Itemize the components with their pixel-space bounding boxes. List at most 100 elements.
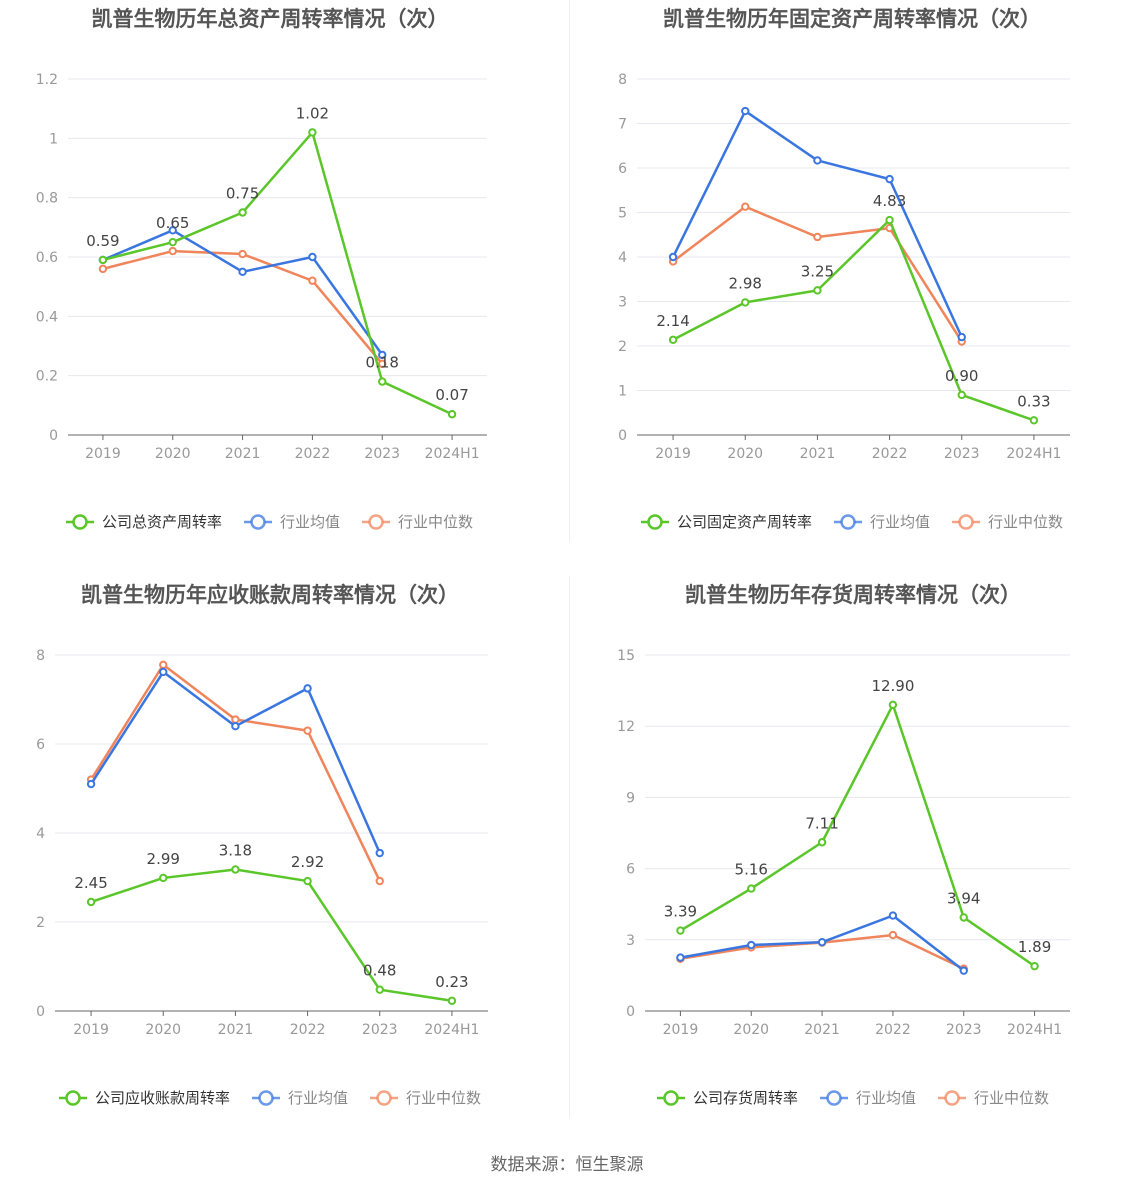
data-point [741, 106, 750, 116]
legend-marker [258, 1090, 274, 1106]
chart-title: 凯普生物历年固定资产周转率情况（次） [663, 7, 1041, 31]
series-line [679, 703, 1036, 968]
data-point [308, 128, 317, 137]
legend-label: 公司固定资产周转率 [677, 513, 812, 531]
y-tick-label: 9 [626, 790, 635, 806]
data-point [957, 332, 966, 342]
data-label: 1.02 [296, 104, 329, 122]
data-point [159, 873, 168, 883]
data-point [231, 865, 240, 874]
y-tick-label: 1.2 [36, 72, 58, 88]
series-line [672, 218, 1035, 422]
legend-label: 行业中位数 [398, 513, 473, 531]
legend-marker [65, 1090, 81, 1106]
data-point [98, 255, 108, 265]
legend-label: 行业均值 [280, 513, 340, 531]
chart-svg: 凯普生物历年应收账款周转率情况（次） 0 2 4 6 8 2019 2020 2021 2022 2… [36, 583, 488, 1107]
series-line [102, 131, 453, 416]
chart-svg: 凯普生物历年固定资产周转率情况（次） 0 1 2 3 4 5 6 7 8 2019 2020 2021 2… [618, 7, 1070, 531]
y-tick-label: 6 [36, 737, 45, 753]
x-tick-label: 2022 [295, 446, 331, 462]
data-label: 2.98 [729, 274, 762, 292]
data-point [168, 246, 177, 256]
data-point [447, 996, 457, 1005]
legend-label: 行业均值 [856, 1089, 916, 1107]
legend-label: 行业中位数 [974, 1089, 1049, 1107]
data-point [813, 232, 822, 242]
data-point [308, 252, 317, 262]
data-label: 0.33 [1017, 392, 1050, 410]
data-point [238, 267, 247, 277]
y-tick-label: 2 [618, 339, 627, 355]
y-tick-label: 1 [618, 384, 627, 400]
data-label: 3.39 [664, 903, 697, 921]
data-point [888, 911, 898, 920]
series-line [90, 868, 453, 1003]
y-tick-label: 0.4 [36, 309, 58, 325]
data-label: 0.65 [156, 214, 189, 232]
legend-marker [647, 514, 663, 530]
data-point [86, 897, 96, 907]
x-tick-label: 2019 [85, 446, 121, 462]
legend-marker [376, 1090, 392, 1106]
data-source-note: 数据来源：恒生聚源 [490, 1155, 644, 1175]
x-tick-label: 2023 [946, 1022, 982, 1038]
data-point [238, 208, 247, 217]
x-tick-label: 2020 [145, 1022, 181, 1038]
data-point [375, 876, 384, 886]
y-tick-label: 8 [36, 648, 45, 664]
x-tick-label: 2024H1 [424, 1022, 479, 1038]
data-point [231, 722, 240, 731]
data-label: 0.90 [945, 367, 978, 385]
data-label: 0.07 [435, 386, 468, 404]
y-tick-label: 4 [618, 250, 627, 266]
x-tick-label: 2021 [218, 1022, 254, 1038]
x-tick-label: 2021 [804, 1022, 840, 1038]
legend-label: 公司总资产周转率 [102, 513, 222, 531]
legend-label: 公司存货周转率 [693, 1089, 798, 1107]
y-tick-label: 3 [626, 933, 635, 949]
data-label: 12.90 [871, 677, 914, 695]
y-tick-label: 8 [618, 72, 627, 88]
legend-label: 行业中位数 [988, 513, 1063, 531]
y-tick-label: 0 [49, 428, 58, 444]
y-tick-label: 0.6 [36, 250, 58, 266]
legend-marker [250, 514, 266, 530]
data-point [447, 410, 457, 419]
x-tick-label: 2022 [872, 446, 908, 462]
data-point [813, 286, 822, 295]
series-line [671, 109, 963, 338]
data-point [668, 335, 678, 344]
chart-title: 凯普生物历年存货周转率情况（次） [685, 583, 1021, 607]
data-point [1029, 416, 1039, 425]
data-label: 0.48 [363, 962, 396, 980]
y-tick-label: 12 [617, 719, 635, 735]
x-tick-label: 2023 [364, 446, 400, 462]
data-point [231, 715, 240, 724]
data-point [817, 838, 827, 847]
divider-top [569, 0, 570, 542]
data-point [888, 930, 898, 940]
y-tick-label: 6 [626, 862, 635, 878]
data-label: 2.92 [291, 853, 324, 871]
data-point [303, 726, 312, 735]
data-point [159, 660, 168, 669]
y-tick-label: 0 [626, 1004, 635, 1020]
data-point [378, 377, 387, 386]
x-tick-label: 2019 [655, 446, 691, 462]
data-point [817, 937, 827, 947]
divider-bottom [569, 576, 570, 1118]
x-tick-label: 2024H1 [425, 446, 480, 462]
x-tick-label: 2019 [663, 1022, 699, 1038]
data-label: 3.18 [219, 841, 252, 859]
data-point [303, 876, 312, 886]
x-tick-label: 2021 [800, 446, 836, 462]
y-tick-label: 7 [618, 117, 627, 133]
data-point [885, 174, 894, 184]
data-point [378, 359, 387, 368]
y-tick-label: 0 [618, 428, 627, 444]
data-point [957, 390, 966, 400]
y-tick-label: 5 [618, 206, 627, 222]
data-point [168, 226, 177, 235]
x-tick-label: 2022 [290, 1022, 326, 1038]
